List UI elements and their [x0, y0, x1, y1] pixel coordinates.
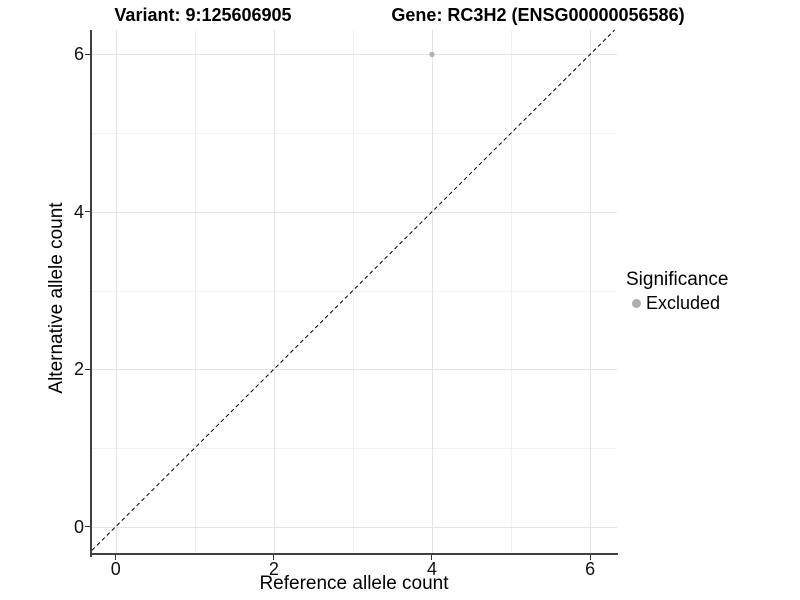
y-tick-mark [85, 526, 90, 528]
gridline-x-major [431, 30, 433, 555]
gridline-y-major [92, 369, 617, 371]
legend-item-excluded: Excluded [626, 293, 728, 313]
y-tick-mark [85, 368, 90, 370]
legend-dot-icon [632, 298, 641, 308]
y-tick-label: 4 [73, 201, 84, 222]
gene-title: Gene: RC3H2 (ENSG00000056586) [391, 5, 685, 25]
plot-panel [92, 30, 617, 555]
gridline-y-minor [92, 290, 617, 292]
x-tick-mark [431, 555, 433, 560]
y-tick-label: 6 [73, 44, 84, 65]
x-tick-label: 4 [426, 559, 437, 579]
x-tick-label: 0 [110, 559, 121, 579]
y-tick-mark [85, 211, 90, 213]
x-tick-mark [115, 555, 117, 560]
y-tick-mark [85, 53, 90, 55]
gridline-x-major [590, 30, 592, 555]
x-tick-mark [273, 555, 275, 560]
gridline-y-minor [92, 447, 617, 449]
data-point-excluded [429, 51, 435, 58]
x-tick-label: 6 [585, 559, 596, 579]
identity-reference-line [91, 29, 615, 551]
y-tick-label: 2 [73, 359, 84, 380]
gridline-y-major [92, 526, 617, 528]
legend-title: Significance [626, 269, 729, 290]
y-axis-line [90, 30, 92, 557]
gridline-x-minor [511, 30, 513, 555]
gridline-y-minor [92, 133, 617, 135]
gridline-x-major [273, 30, 275, 555]
gridline-x-minor [194, 30, 196, 555]
x-axis-title: Reference allele count [259, 573, 449, 594]
gridline-x-major [115, 30, 117, 555]
x-tick-mark [589, 555, 591, 560]
x-tick-label: 2 [268, 559, 279, 579]
gridline-y-major [92, 211, 617, 213]
gridline-x-minor [352, 30, 354, 555]
gridline-y-major [92, 54, 617, 56]
y-tick-label: 0 [73, 516, 84, 537]
variant-title: Variant: 9:125606905 [114, 5, 292, 25]
x-axis-line [90, 553, 618, 555]
legend: Significance Excluded [626, 269, 728, 313]
legend-item-label: Excluded [646, 293, 721, 313]
